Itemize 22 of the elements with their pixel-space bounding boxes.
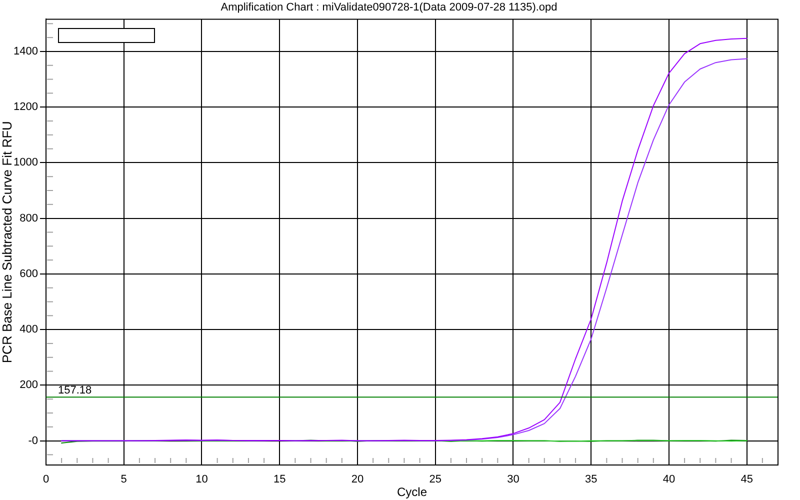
x-tick-label: 30 (507, 474, 520, 486)
ref-line-label: 157.18 (58, 384, 92, 397)
y-tick-label: 800 (20, 212, 38, 224)
x-tick-label: 20 (351, 474, 364, 486)
y-tick-label: 200 (20, 379, 38, 392)
y-axis-title: PCR Base Line Subtracted Curve Fit RFU (0, 121, 14, 364)
x-tick-label: 35 (584, 474, 598, 486)
x-tick-label: 25 (429, 474, 442, 486)
x-tick-label: 5 (120, 474, 127, 486)
y-tick-label: 600 (20, 268, 38, 280)
y-tick-label: -0 (28, 434, 38, 447)
y-tick-label: 1000 (14, 156, 38, 169)
x-tick-label: 15 (273, 474, 286, 486)
x-tick-label: 45 (740, 474, 753, 486)
x-tick-label: 10 (196, 474, 208, 486)
x-axis-title: Cycle (396, 485, 428, 500)
x-tick-label: 40 (662, 474, 676, 486)
chart-title: Amplification Chart : miValidate090728-1(Data 2009-07-28 1135).opd (220, 2, 558, 14)
x-tick-label: 0 (42, 474, 50, 486)
y-tick-label: 1200 (14, 101, 38, 114)
y-tick-label: 400 (20, 324, 38, 336)
y-tick-label: 1400 (14, 45, 38, 58)
